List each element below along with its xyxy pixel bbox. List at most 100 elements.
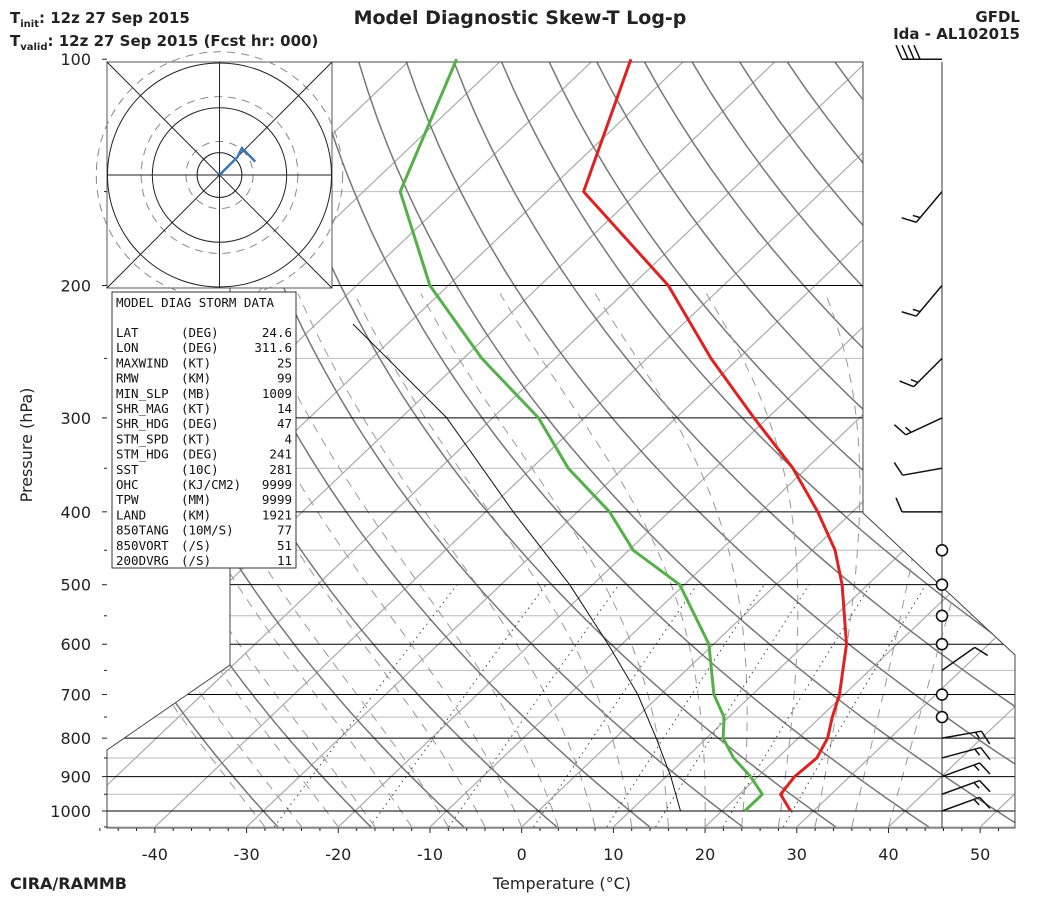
valid-time: Tvalid: 12z 27 Sep 2015 (Fcst hr: 000) (10, 32, 318, 53)
storm-row-name: MIN_SLP (116, 386, 169, 401)
mixing-ratio-line (655, 584, 810, 828)
dry-adiabat (262, 62, 837, 828)
storm-row-name: 200DVRG (116, 553, 169, 568)
dry-adiabat (357, 62, 1015, 828)
y-tick-label: 200 (60, 277, 91, 296)
barb-flag-full (895, 44, 903, 60)
dry-adiabat (452, 62, 1015, 828)
isotherm (612, 62, 1015, 828)
barb-flag-full (899, 380, 914, 388)
storm-row-unit: (DEG) (181, 325, 219, 340)
storm-row-unit: (MB) (181, 386, 211, 401)
wind-barb (941, 746, 991, 761)
x-tick-label: 40 (878, 845, 898, 864)
init-time: Tinit: 12z 27 Sep 2015 (10, 9, 190, 30)
isotherm (521, 62, 1015, 828)
isotherm (107, 62, 503, 828)
x-tick-label: -30 (234, 845, 260, 864)
x-tick-label: 30 (787, 845, 807, 864)
storm-row-value: 9999 (262, 477, 292, 492)
moist-adiabat (705, 293, 799, 827)
series-temperature (582, 58, 848, 812)
barb-flag-full (979, 796, 991, 809)
dry-adiabat (1023, 59, 1040, 827)
barb-flag-full (979, 762, 991, 775)
storm-row-value: 1009 (262, 386, 292, 401)
barb-shaft (913, 357, 943, 388)
wind-barb (895, 497, 942, 513)
storm-row-value: 4 (284, 431, 292, 446)
series-dewpoint (398, 58, 764, 813)
isotherm (704, 62, 1015, 828)
dry-adiabat (309, 62, 930, 828)
storm-row-unit: (DEG) (181, 447, 219, 462)
moist-adiabat (594, 293, 748, 827)
barb-flag-full (980, 747, 991, 761)
barb-flag-full (913, 44, 921, 60)
storm-row-unit: (KM) (181, 371, 211, 386)
barb-flag-half (912, 214, 921, 219)
barb-flag-half (973, 782, 980, 789)
wind-barb (941, 779, 991, 795)
barb-flag-full (901, 44, 909, 60)
dry-adiabat (879, 62, 1015, 828)
barb-shaft (941, 779, 980, 795)
storm-row-value: 241 (269, 447, 292, 462)
y-tick-label: 100 (60, 50, 91, 69)
mixing-ratio-line (369, 584, 547, 828)
x-tick-label: 50 (970, 845, 990, 864)
barb-flag-half (905, 426, 912, 433)
hodograph-ring (95, 51, 344, 299)
storm-row-name: SHR_HDG (116, 416, 169, 431)
dry-adiabat (594, 62, 1015, 828)
storm-row-value: 77 (277, 523, 292, 538)
storm-row-name: LAT (116, 325, 139, 340)
storm-row-value: 24.6 (262, 325, 292, 340)
mixing-ratio-line (722, 584, 872, 828)
y-axis-label: Pressure (hPa) (17, 388, 36, 503)
storm-row-value: 281 (269, 462, 292, 477)
model-name: GFDL (975, 8, 1020, 26)
storm-row-value: 9999 (262, 492, 292, 507)
moist-adiabat (888, 293, 1015, 828)
series-parcel (352, 323, 681, 812)
calm-wind-circle (935, 688, 949, 701)
wind-barb (895, 44, 942, 60)
calm-wind-circle (935, 637, 949, 651)
barb-shaft (941, 730, 982, 739)
hodograph-trace (218, 145, 257, 176)
barb-shaft (941, 796, 980, 812)
storm-row-name: 850TANG (116, 523, 169, 538)
storm-name: Ida - AL102015 (893, 25, 1020, 43)
barb-flag-full (893, 462, 904, 476)
barb-flag-half (974, 731, 981, 740)
x-tick-label: -40 (142, 845, 168, 864)
wind-barbs (893, 44, 991, 828)
y-tick-label: 400 (60, 503, 91, 522)
storm-row-value: 25 (277, 355, 292, 370)
y-tick-label: 600 (60, 635, 91, 654)
storm-row-name: MAXWIND (116, 355, 169, 370)
storm-row-unit: (10M/S) (181, 523, 234, 538)
wind-barb (893, 462, 943, 476)
dry-adiabat (784, 62, 1015, 828)
dry-adiabat (689, 62, 1015, 828)
calm-wind-circle (935, 543, 949, 557)
barb-flag-half (973, 764, 980, 772)
y-tick-label: 300 (60, 409, 91, 428)
y-tick-label: 500 (60, 576, 91, 595)
storm-row-value: 311.6 (254, 340, 292, 355)
storm-row-value: 11 (277, 553, 292, 568)
barb-shaft (941, 646, 976, 671)
wind-barb (901, 191, 943, 223)
barb-flag-half (912, 308, 921, 313)
storm-row-unit: (10C) (181, 462, 219, 477)
x-tick-label: -10 (417, 845, 443, 864)
barb-flag-full (974, 646, 989, 657)
moist-adiabat (353, 293, 633, 827)
barb-flag-full (901, 217, 917, 223)
storm-row-unit: (KT) (181, 431, 211, 446)
wind-barb (941, 762, 991, 778)
